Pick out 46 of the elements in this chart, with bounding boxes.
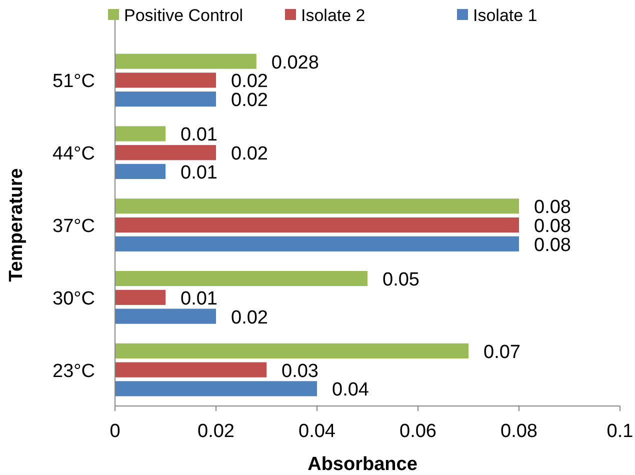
- bar: [115, 126, 166, 142]
- data-label: 0.02: [231, 144, 268, 165]
- data-label: 0.02: [231, 71, 268, 92]
- data-label: 0.01: [180, 288, 218, 310]
- bar: [115, 72, 216, 88]
- y-tick-label: 44°C: [52, 144, 95, 165]
- x-tick-label: 0.1: [606, 421, 634, 442]
- bar: [115, 270, 368, 286]
- data-label: 0.03: [282, 360, 318, 382]
- data-label: 0.08: [534, 216, 571, 237]
- y-axis-title: Temperature: [6, 168, 27, 282]
- x-tick-label: 0: [110, 421, 120, 442]
- data-label: 0.08: [534, 234, 571, 256]
- bar: [115, 54, 256, 69]
- data-label: 0.07: [484, 342, 520, 363]
- bar: [115, 362, 266, 378]
- bar: [115, 308, 216, 324]
- x-tick-label: 0.06: [400, 421, 436, 442]
- data-label: 0.01: [180, 162, 218, 184]
- y-tick-label: 30°C: [52, 288, 95, 310]
- bar: [115, 290, 166, 305]
- x-tick-label: 0.04: [298, 421, 336, 442]
- y-tick-label: 51°C: [52, 71, 95, 92]
- data-label: 0.04: [332, 380, 370, 401]
- x-tick-label: 0.02: [198, 421, 234, 442]
- bar: [115, 343, 468, 358]
- bar: [115, 217, 519, 233]
- bar: [115, 92, 216, 107]
- x-tick-label: 0.08: [500, 421, 538, 442]
- data-label: 0.08: [534, 197, 571, 218]
- bar: [115, 236, 519, 252]
- bar: [115, 381, 317, 396]
- data-label: 0.01: [180, 124, 218, 146]
- x-axis-title: Absorbance: [308, 454, 418, 475]
- data-label: 0.028: [271, 52, 319, 74]
- legend-label: Isolate 1: [473, 6, 538, 25]
- data-label: 0.05: [382, 270, 420, 291]
- data-label: 0.02: [231, 307, 268, 328]
- bar: [115, 164, 166, 180]
- y-tick-label: 37°C: [52, 216, 95, 237]
- legend-label: Isolate 2: [301, 6, 366, 25]
- data-label: 0.02: [231, 90, 268, 112]
- bar: [115, 198, 519, 214]
- legend-label: Positive Control: [124, 6, 244, 25]
- bar: [115, 145, 216, 160]
- y-tick-label: 23°C: [52, 360, 95, 382]
